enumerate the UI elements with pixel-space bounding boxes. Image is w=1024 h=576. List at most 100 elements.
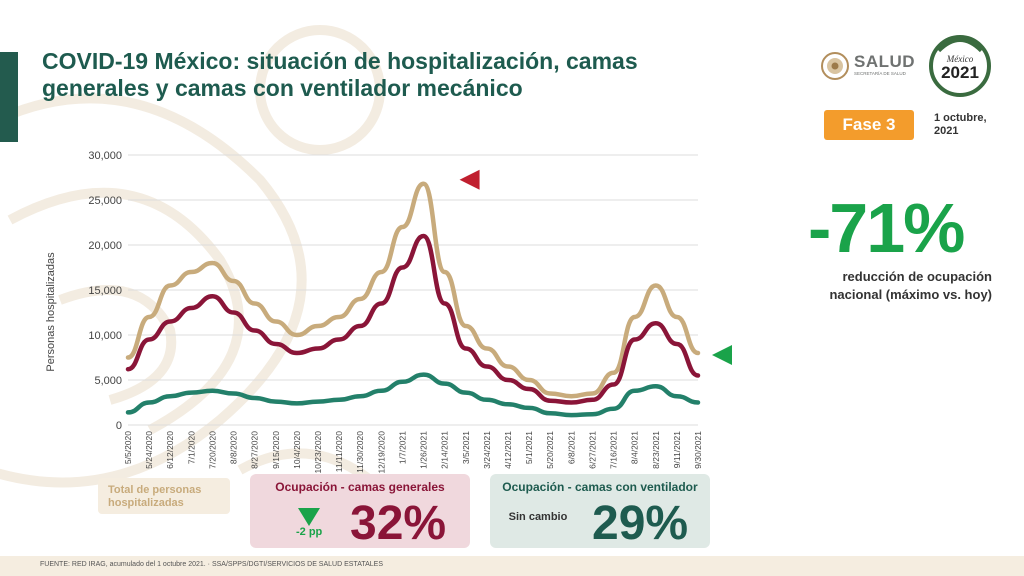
logo-2021-word: México bbox=[946, 54, 974, 64]
data-point bbox=[590, 398, 595, 402]
x-tick-label: 8/4/2021 bbox=[630, 431, 640, 464]
data-point bbox=[379, 270, 383, 274]
data-point bbox=[506, 378, 510, 382]
x-tick-label: 1/7/2021 bbox=[397, 431, 407, 464]
data-point bbox=[569, 400, 573, 405]
data-point bbox=[696, 351, 700, 355]
x-tick-label: 11/11/2020 bbox=[334, 431, 344, 473]
data-point bbox=[253, 328, 257, 333]
data-point bbox=[421, 373, 426, 377]
data-point bbox=[527, 378, 531, 382]
data-point bbox=[400, 380, 405, 384]
data-point bbox=[337, 337, 341, 342]
data-point bbox=[611, 382, 616, 387]
data-point bbox=[590, 391, 595, 396]
mexico-2021-logo: México 2021 bbox=[929, 35, 991, 97]
data-point bbox=[443, 270, 447, 274]
x-tick-label: 5/24/2020 bbox=[144, 431, 154, 469]
data-point bbox=[295, 333, 299, 337]
total-hospitalized-label: Total de personas hospitalizadas bbox=[108, 484, 202, 509]
data-point bbox=[654, 384, 658, 388]
x-tick-label: 8/27/2020 bbox=[250, 431, 260, 469]
data-point bbox=[358, 394, 362, 398]
data-point bbox=[295, 351, 299, 355]
data-point bbox=[675, 394, 679, 398]
y-tick-label: 0 bbox=[116, 420, 122, 432]
source-note: FUENTE: RED IRAG, acumulado del 1 octubr… bbox=[40, 561, 383, 568]
ventilator-series-line bbox=[125, 372, 701, 418]
data-point bbox=[337, 398, 341, 402]
x-tick-label: 8/8/2020 bbox=[229, 431, 239, 464]
data-point bbox=[569, 394, 573, 398]
data-point bbox=[168, 319, 172, 324]
data-point bbox=[548, 411, 552, 415]
data-point bbox=[126, 355, 130, 360]
x-tick-label: 3/24/2021 bbox=[482, 431, 492, 469]
x-tick-label: 9/15/2020 bbox=[271, 431, 281, 469]
x-tick-label: 7/1/2020 bbox=[186, 431, 196, 464]
data-point bbox=[316, 400, 320, 404]
data-point bbox=[506, 364, 510, 369]
data-point bbox=[485, 346, 489, 351]
data-point bbox=[654, 283, 658, 288]
x-tick-label: 8/23/2021 bbox=[651, 431, 661, 469]
y-tick-label: 15,000 bbox=[88, 285, 122, 297]
salud-logo: SALUD SECRETARÍA DE SALUD bbox=[818, 48, 918, 84]
data-point bbox=[379, 389, 383, 393]
data-point bbox=[675, 315, 679, 319]
general-beds-label: Ocupación - camas generales bbox=[275, 480, 445, 494]
data-point bbox=[506, 402, 510, 406]
accent-bar bbox=[0, 52, 18, 142]
salud-logo-subtext: SECRETARÍA DE SALUD bbox=[854, 71, 906, 76]
x-tick-label: 5/1/2021 bbox=[524, 431, 534, 464]
x-tick-label: 5/5/2020 bbox=[123, 431, 133, 464]
data-point bbox=[231, 310, 236, 315]
data-point bbox=[274, 400, 278, 404]
data-point bbox=[696, 373, 700, 378]
x-tick-label: 6/27/2021 bbox=[587, 431, 597, 469]
data-point bbox=[421, 182, 426, 186]
data-point bbox=[210, 261, 215, 265]
down-arrow-icon bbox=[298, 508, 320, 526]
data-point bbox=[654, 321, 658, 325]
data-point bbox=[443, 301, 447, 306]
y-tick-label: 30,000 bbox=[88, 150, 122, 162]
data-point bbox=[231, 279, 236, 283]
data-point bbox=[485, 364, 489, 369]
data-point bbox=[400, 265, 405, 270]
data-point bbox=[358, 297, 362, 301]
data-point bbox=[168, 394, 172, 398]
data-point bbox=[611, 371, 616, 375]
data-point bbox=[443, 382, 447, 386]
data-point bbox=[527, 406, 531, 410]
salud-seal-icon bbox=[821, 52, 849, 80]
hospitalization-chart: 0 5,000 10,000 15,000 20,000 25,000 30,000 5/5… bbox=[45, 150, 732, 474]
page-title: COVID-19 México: situación de hospitaliz… bbox=[42, 48, 638, 101]
data-point bbox=[189, 306, 193, 310]
data-point bbox=[633, 315, 637, 319]
data-point bbox=[295, 401, 299, 405]
current-marker-icon bbox=[712, 345, 732, 365]
x-tick-label: 9/30/2021 bbox=[693, 431, 703, 469]
footer: FUENTE: RED IRAG, acumulado del 1 octubr… bbox=[0, 556, 1024, 576]
total-hospitalized-box: Total de personas hospitalizadas bbox=[98, 478, 230, 514]
data-point bbox=[485, 398, 489, 402]
data-point bbox=[527, 387, 531, 391]
data-point bbox=[316, 324, 320, 328]
x-tick-label: 6/12/2020 bbox=[165, 431, 175, 469]
data-point bbox=[464, 324, 468, 328]
data-point bbox=[464, 391, 468, 395]
data-point bbox=[189, 391, 193, 395]
x-tick-label: 3/5/2021 bbox=[461, 431, 471, 464]
data-point bbox=[400, 225, 405, 229]
x-tick-label: 10/23/2020 bbox=[313, 431, 323, 474]
ventilator-beds-change: Sin cambio bbox=[508, 511, 568, 523]
y-tick-label: 5,000 bbox=[94, 375, 122, 387]
data-point bbox=[675, 342, 679, 346]
reduction-caption: reducción de ocupación nacional (máximo … bbox=[829, 269, 992, 302]
data-point bbox=[147, 400, 151, 405]
data-point bbox=[274, 319, 278, 324]
report-date: 1 octubre, 2021 bbox=[934, 112, 987, 137]
data-point bbox=[379, 301, 383, 306]
x-tick-label: 4/12/2021 bbox=[503, 431, 513, 469]
